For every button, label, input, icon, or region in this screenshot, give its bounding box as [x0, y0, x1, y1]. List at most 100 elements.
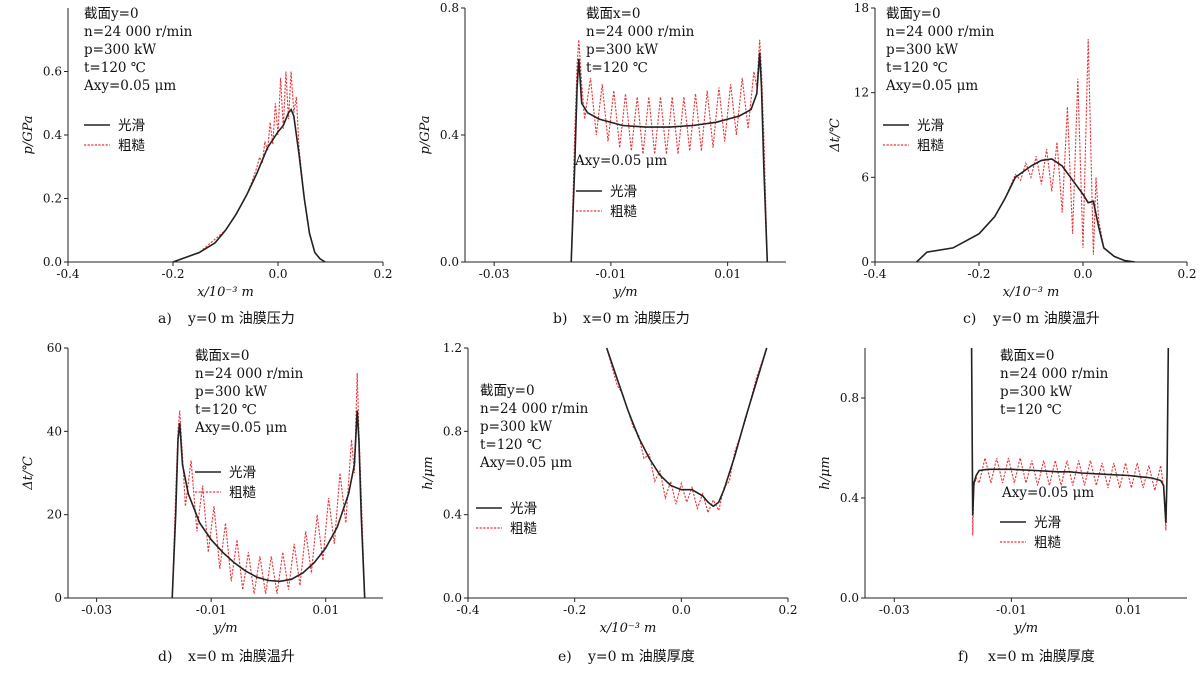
legend-label-rough: 粗糙 — [118, 138, 145, 154]
y-axis-label: h/μm — [421, 456, 436, 490]
caption-letter: d) — [158, 649, 172, 665]
panel-e: -0.4 -0.2 0.0 0.2 0.0 0.4 0.8 1.2 x/10⁻³ m h/μm 截面… — [421, 341, 798, 665]
caption-text: y=0 m 油膜厚度 — [587, 649, 695, 665]
annotation-line: n=24 000 r/min — [586, 24, 695, 40]
y-tick-label: 0.0 — [443, 591, 462, 605]
x-tick-label: -0.01 — [196, 603, 227, 617]
annotation-line: p=300 kW — [886, 42, 958, 58]
y-tick-label: 12 — [854, 86, 869, 100]
series-line-smooth — [916, 158, 1136, 262]
legend-label-rough: 粗糙 — [1034, 535, 1062, 551]
y-tick-label: 0.8 — [443, 424, 462, 438]
annotation-line: p=300 kW — [84, 42, 156, 58]
caption-letter: a) — [158, 311, 172, 327]
y-tick-label: 0.4 — [43, 128, 62, 142]
y-tick-label: 60 — [47, 341, 62, 355]
annotation-line: 截面y=0 — [886, 6, 941, 22]
x-tick-label: -0.2 — [161, 267, 184, 281]
caption-text: x=0 m 油膜温升 — [188, 649, 295, 665]
annotation-line: t=120 ℃ — [195, 402, 257, 418]
y-axis-label: h/μm — [818, 456, 833, 490]
annotation-line: Axy=0.05 μm — [885, 78, 978, 94]
annotation-line: t=120 ℃ — [886, 60, 948, 76]
series-line-smooth — [570, 52, 769, 262]
series-line-smooth — [970, 347, 1170, 524]
caption-letter: f) — [958, 649, 969, 665]
y-tick-label: 18 — [854, 1, 869, 15]
x-axis-label: y/m — [1013, 621, 1038, 636]
series-line-rough — [172, 71, 326, 262]
annotation-line: 截面y=0 — [84, 6, 139, 22]
annotation-line: p=300 kW — [586, 42, 658, 58]
legend-label-rough: 粗糙 — [510, 521, 538, 537]
annotation-line: Axy=0.05 μm — [479, 455, 572, 471]
series-line-rough — [916, 38, 1136, 262]
legend-label-rough: 粗糙 — [917, 138, 945, 154]
y-tick-label: 20 — [47, 508, 62, 522]
annotation-line: n=24 000 r/min — [84, 24, 193, 40]
annotation-line: Axy=0.05 μm — [194, 420, 287, 436]
series-line-rough — [971, 347, 1168, 536]
annotation-line: p=300 kW — [195, 384, 267, 400]
x-tick-label: 0.01 — [1115, 603, 1142, 617]
annotation-lower: Axy=0.05 μm — [574, 153, 667, 169]
legend-label-smooth: 光滑 — [917, 118, 944, 134]
x-axis-label: x/10⁻³ m — [1003, 285, 1060, 300]
caption-letter: c) — [963, 311, 976, 327]
x-tick-label: 0.0 — [1073, 267, 1092, 281]
x-tick-label: -0.01 — [596, 267, 627, 281]
y-tick-label: 0.4 — [840, 491, 859, 505]
y-tick-label: 0 — [54, 591, 62, 605]
y-tick-label: 0.4 — [443, 508, 462, 522]
y-axis-label: Δt/℃ — [21, 456, 36, 491]
y-tick-label: 0.0 — [840, 591, 859, 605]
y-tick-label: 0.0 — [43, 255, 62, 269]
annotation-line: n=24 000 r/min — [886, 24, 995, 40]
annotation-line: p=300 kW — [1000, 384, 1072, 400]
x-axis-label: y/m — [212, 621, 237, 636]
x-tick-label: -0.4 — [456, 603, 480, 617]
y-tick-label: 0.6 — [43, 65, 62, 79]
x-tick-label: 0.2 — [373, 267, 392, 281]
caption-text: y=0 m 油膜温升 — [992, 311, 1100, 327]
panel-f: -0.03 -0.01 0.01 0.0 0.4 0.8 y/m h/μm 截面x=0 n=24 … — [818, 347, 1187, 665]
x-tick-label: -0.4 — [863, 267, 887, 281]
x-axis-label: x/10⁻³ m — [600, 621, 657, 636]
y-tick-label: 1.2 — [443, 341, 462, 355]
annotation-line: n=24 000 r/min — [480, 401, 589, 417]
series-line-smooth — [171, 410, 366, 598]
y-axis-label: Δt/℃ — [828, 118, 843, 153]
annotation-line: t=120 ℃ — [480, 437, 542, 453]
y-axis-label: p/GPa — [418, 116, 433, 155]
caption-text: x=0 m 油膜厚度 — [988, 649, 1095, 665]
annotation-lower: Axy=0.05 μm — [1001, 485, 1094, 501]
y-axis-label: p/GPa — [21, 116, 36, 155]
x-tick-label: 0.0 — [672, 603, 691, 617]
legend-label-smooth: 光滑 — [118, 118, 145, 134]
y-tick-label: 0.8 — [440, 1, 459, 15]
legend-label-rough: 粗糙 — [229, 485, 256, 501]
annotation-line: n=24 000 r/min — [1000, 366, 1109, 382]
y-tick-label: 0 — [861, 255, 869, 269]
series-line-rough — [171, 372, 366, 598]
annotation-line: 截面x=0 — [1000, 348, 1055, 364]
x-tick-label: -0.01 — [996, 603, 1027, 617]
x-tick-label: 0.2 — [1177, 267, 1196, 281]
x-tick-label: 0.0 — [268, 267, 287, 281]
panel-a: -0.4 -0.2 0.0 0.2 0.0 0.2 0.4 0.6 x/10⁻³ m p/GPa 截… — [21, 6, 393, 327]
panel-b: -0.03 -0.01 0.01 0.0 0.4 0.8 y/m p/GPa 截面x=0 n=24… — [418, 1, 786, 327]
panel-d: -0.03 -0.01 0.01 0 20 40 60 y/m Δt/℃ 截面x=0 n=24 00… — [21, 341, 383, 665]
x-axis-label: y/m — [612, 285, 637, 300]
caption-letter: b) — [553, 311, 567, 327]
x-tick-label: 0.01 — [714, 267, 741, 281]
x-tick-label: -0.4 — [56, 267, 80, 281]
y-tick-label: 0.2 — [43, 192, 62, 206]
legend-label-rough: 粗糙 — [610, 204, 638, 220]
series-line-smooth — [605, 347, 768, 508]
x-tick-label: -0.2 — [967, 267, 990, 281]
caption-letter: e) — [558, 649, 572, 665]
